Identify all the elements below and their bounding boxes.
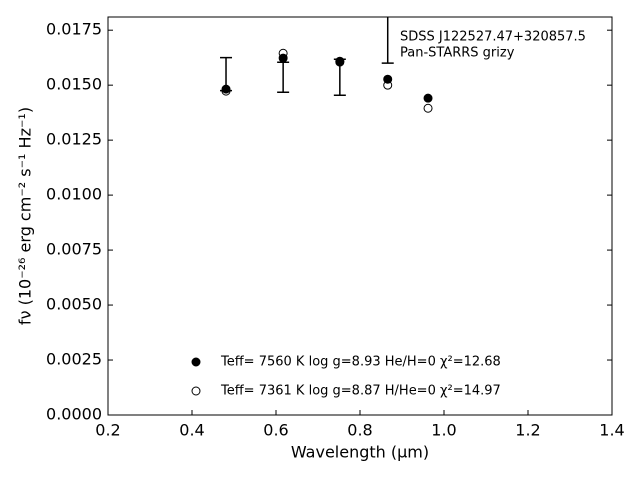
x-tick-label: 1.2 [515, 421, 540, 440]
error-bar [381, 17, 394, 64]
y-tick-label: 0.0000 [46, 405, 102, 424]
legend-marker [191, 386, 201, 396]
legend-label: Teff= 7560 K log g=8.93 He/H=0 χ²=12.68 [220, 355, 501, 370]
plot-area [220, 17, 433, 113]
open-point [335, 57, 345, 67]
filled-point [423, 93, 433, 103]
annotation: SDSS J122527.47+320857.5 [400, 30, 586, 45]
legend-label: Teff= 7361 K log g=8.87 H/He=0 χ²=14.97 [220, 384, 501, 399]
x-tick-label: 0.6 [263, 421, 288, 440]
y-tick-label: 0.0100 [46, 185, 102, 204]
y-tick-label: 0.0075 [46, 240, 102, 259]
open-point [383, 80, 393, 90]
x-tick-label: 0.4 [179, 421, 204, 440]
y-tick-label: 0.0150 [46, 75, 102, 94]
x-tick-label: 1.0 [431, 421, 456, 440]
legend-marker [191, 357, 201, 367]
y-tick-label: 0.0125 [46, 130, 102, 149]
error-bar [277, 61, 290, 93]
x-tick-label: 0.8 [347, 421, 372, 440]
y-tick-label: 0.0175 [46, 20, 102, 39]
filled-point [278, 53, 288, 63]
filled-point [221, 84, 231, 94]
x-tick-label: 0.2 [95, 421, 120, 440]
annotation: Pan-STARRS grizy [400, 46, 515, 61]
y-tick-label: 0.0025 [46, 350, 102, 369]
open-point [278, 48, 288, 58]
open-point [423, 103, 433, 113]
x-tick-label: 1.4 [599, 421, 624, 440]
open-point [221, 86, 231, 96]
y-axis-label: fν (10⁻²⁶ erg cm⁻² s⁻¹ Hz⁻¹) [16, 107, 35, 325]
y-tick-label: 0.0050 [46, 295, 102, 314]
x-axis-label: Wavelength (μm) [291, 443, 429, 462]
